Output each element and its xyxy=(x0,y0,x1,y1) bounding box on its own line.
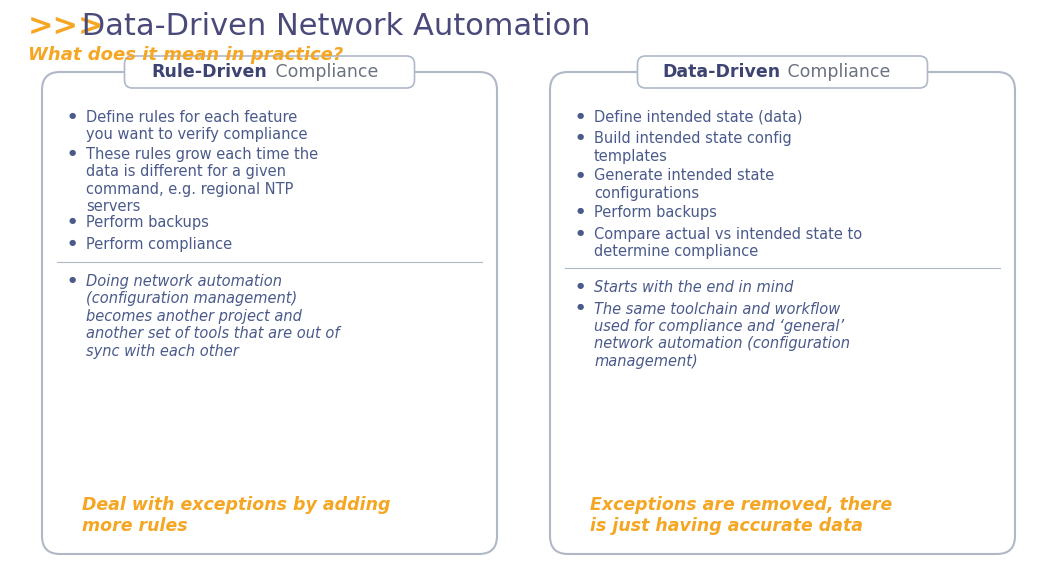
Text: Deal with exceptions by adding
more rules: Deal with exceptions by adding more rule… xyxy=(82,496,391,535)
Text: ●: ● xyxy=(577,228,583,237)
Text: Define rules for each feature
you want to verify compliance: Define rules for each feature you want t… xyxy=(86,110,307,143)
Text: Data-Driven: Data-Driven xyxy=(663,63,781,81)
Text: The same toolchain and workflow
used for compliance and ‘general’
network automa: The same toolchain and workflow used for… xyxy=(594,302,850,369)
Text: >>>: >>> xyxy=(28,12,105,41)
Text: Perform compliance: Perform compliance xyxy=(86,236,232,252)
Text: Rule-Driven: Rule-Driven xyxy=(152,63,268,81)
Text: ●: ● xyxy=(577,207,583,215)
Text: Generate intended state
configurations: Generate intended state configurations xyxy=(594,169,774,201)
Text: Define intended state (data): Define intended state (data) xyxy=(594,110,803,125)
FancyBboxPatch shape xyxy=(42,72,497,554)
Text: Compare actual vs intended state to
determine compliance: Compare actual vs intended state to dete… xyxy=(594,227,862,260)
FancyBboxPatch shape xyxy=(637,56,928,88)
Text: ●: ● xyxy=(577,132,583,141)
Text: ●: ● xyxy=(68,148,75,157)
FancyBboxPatch shape xyxy=(550,72,1015,554)
Text: Compliance: Compliance xyxy=(270,63,378,81)
Text: ●: ● xyxy=(577,303,583,311)
Text: ●: ● xyxy=(68,237,75,247)
Text: Exceptions are removed, there
is just having accurate data: Exceptions are removed, there is just ha… xyxy=(590,496,892,535)
Text: Compliance: Compliance xyxy=(783,63,891,81)
Text: ●: ● xyxy=(68,275,75,284)
Text: Data-Driven Network Automation: Data-Driven Network Automation xyxy=(72,12,590,41)
Text: Build intended state config
templates: Build intended state config templates xyxy=(594,132,792,164)
Text: Perform backups: Perform backups xyxy=(86,215,209,230)
FancyBboxPatch shape xyxy=(124,56,415,88)
Text: ●: ● xyxy=(68,111,75,120)
Text: These rules grow each time the
data is different for a given
command, e.g. regio: These rules grow each time the data is d… xyxy=(86,147,318,214)
Text: ●: ● xyxy=(68,216,75,225)
Text: What does it mean in practice?: What does it mean in practice? xyxy=(28,46,344,64)
Text: ●: ● xyxy=(577,111,583,120)
Text: Doing network automation
(configuration management)
becomes another project and
: Doing network automation (configuration … xyxy=(86,274,340,358)
Text: Perform backups: Perform backups xyxy=(594,206,717,220)
Text: ●: ● xyxy=(577,281,583,290)
Text: ●: ● xyxy=(577,169,583,178)
Text: Starts with the end in mind: Starts with the end in mind xyxy=(594,280,793,295)
